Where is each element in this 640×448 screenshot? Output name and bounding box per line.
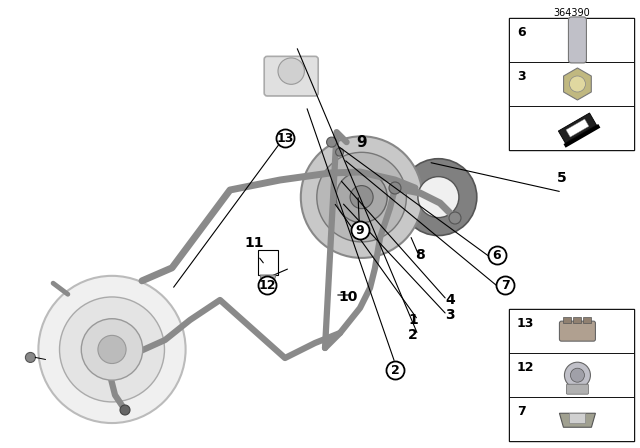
Text: 9: 9: [356, 135, 367, 150]
FancyBboxPatch shape: [566, 384, 588, 394]
Circle shape: [564, 362, 591, 388]
Circle shape: [81, 319, 143, 380]
Text: 12: 12: [259, 279, 276, 292]
Bar: [509, 309, 634, 441]
Bar: [563, 317, 572, 323]
FancyBboxPatch shape: [264, 56, 318, 96]
Text: 11: 11: [244, 236, 264, 250]
Circle shape: [336, 172, 387, 223]
Circle shape: [120, 405, 130, 415]
Text: 3: 3: [517, 70, 525, 83]
Text: 5: 5: [557, 171, 567, 185]
Polygon shape: [260, 275, 276, 287]
Circle shape: [317, 152, 406, 242]
Bar: [509, 62, 634, 106]
Text: 364390: 364390: [553, 8, 589, 18]
Text: 9: 9: [356, 224, 364, 237]
Text: 12: 12: [517, 361, 534, 374]
Bar: [509, 18, 634, 62]
Circle shape: [301, 136, 422, 258]
Circle shape: [418, 177, 459, 218]
Bar: [509, 397, 634, 441]
Bar: [509, 353, 634, 397]
Text: 8: 8: [415, 248, 425, 262]
Circle shape: [326, 137, 337, 147]
Polygon shape: [570, 413, 586, 423]
Circle shape: [400, 159, 477, 236]
Bar: [573, 317, 582, 323]
Polygon shape: [564, 68, 591, 100]
Circle shape: [60, 297, 164, 402]
Circle shape: [449, 212, 461, 224]
Text: 13: 13: [517, 317, 534, 330]
Bar: [258, 250, 278, 275]
Bar: [509, 309, 634, 353]
Circle shape: [98, 336, 126, 363]
FancyBboxPatch shape: [559, 321, 595, 341]
Text: 6: 6: [517, 26, 525, 39]
Circle shape: [26, 353, 35, 362]
Text: 7: 7: [500, 279, 509, 292]
Circle shape: [570, 76, 586, 92]
Circle shape: [38, 276, 186, 423]
Bar: [509, 106, 634, 150]
Text: 2: 2: [408, 328, 418, 342]
Text: 7: 7: [517, 405, 525, 418]
Circle shape: [350, 185, 373, 209]
Circle shape: [278, 58, 305, 84]
Text: 6: 6: [493, 249, 501, 262]
Circle shape: [335, 148, 344, 156]
Bar: [509, 18, 634, 150]
Bar: [584, 317, 591, 323]
Circle shape: [389, 182, 401, 194]
Polygon shape: [566, 119, 589, 137]
Text: 1: 1: [408, 313, 418, 327]
Text: 10: 10: [339, 290, 358, 304]
Polygon shape: [559, 413, 595, 427]
Circle shape: [570, 368, 584, 382]
FancyBboxPatch shape: [568, 17, 586, 63]
Polygon shape: [558, 113, 596, 143]
Text: 13: 13: [276, 132, 294, 145]
Text: 4: 4: [445, 293, 455, 307]
Text: 3: 3: [445, 308, 454, 322]
Text: 2: 2: [390, 363, 399, 376]
